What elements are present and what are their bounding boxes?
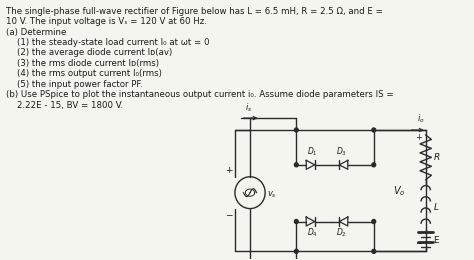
- Circle shape: [294, 128, 298, 132]
- Text: $D_3$: $D_3$: [336, 145, 347, 158]
- Text: $v_s$: $v_s$: [267, 189, 277, 200]
- Text: +: +: [415, 133, 421, 142]
- Text: R: R: [433, 153, 439, 162]
- Text: $V_o$: $V_o$: [393, 184, 406, 198]
- Circle shape: [372, 249, 376, 253]
- Text: $D_2$: $D_2$: [336, 226, 347, 239]
- Circle shape: [294, 249, 298, 253]
- Text: (b) Use PSpice to plot the instantaneous output current i₀. Assume diode paramet: (b) Use PSpice to plot the instantaneous…: [6, 90, 394, 99]
- Text: $D_4$: $D_4$: [307, 226, 318, 239]
- Text: −: −: [415, 239, 422, 248]
- Text: The single-phase full-wave rectifier of Figure below has L = 6.5 mH, R = 2.5 Ω, : The single-phase full-wave rectifier of …: [6, 7, 383, 16]
- Circle shape: [294, 163, 298, 167]
- Text: (2) the average diode current Iᴅ(av): (2) the average diode current Iᴅ(av): [6, 48, 173, 57]
- Circle shape: [372, 128, 376, 132]
- Text: E: E: [433, 236, 439, 245]
- Text: (1) the steady-state load current I₀ at ωt = 0: (1) the steady-state load current I₀ at …: [6, 38, 210, 47]
- Circle shape: [294, 219, 298, 224]
- Text: (5) the input power factor PF.: (5) the input power factor PF.: [6, 80, 143, 89]
- Circle shape: [372, 163, 376, 167]
- Text: $i_s$: $i_s$: [245, 102, 252, 114]
- Text: +: +: [226, 166, 233, 175]
- Circle shape: [372, 219, 376, 224]
- Text: −: −: [226, 210, 233, 219]
- Text: (3) the rms diode current Iᴅ(rms): (3) the rms diode current Iᴅ(rms): [6, 59, 159, 68]
- Text: L: L: [433, 203, 438, 212]
- Text: 10 V. The input voltage is Vₛ = 120 V at 60 Hz.: 10 V. The input voltage is Vₛ = 120 V at…: [6, 17, 207, 26]
- Text: $i_o$: $i_o$: [417, 113, 425, 125]
- Text: 2.22E - 15, BV = 1800 V.: 2.22E - 15, BV = 1800 V.: [6, 101, 124, 110]
- Text: $D_1$: $D_1$: [307, 145, 318, 158]
- Text: (4) the rms output current I₀(rms): (4) the rms output current I₀(rms): [6, 69, 162, 78]
- Text: (a) Determine: (a) Determine: [6, 28, 67, 37]
